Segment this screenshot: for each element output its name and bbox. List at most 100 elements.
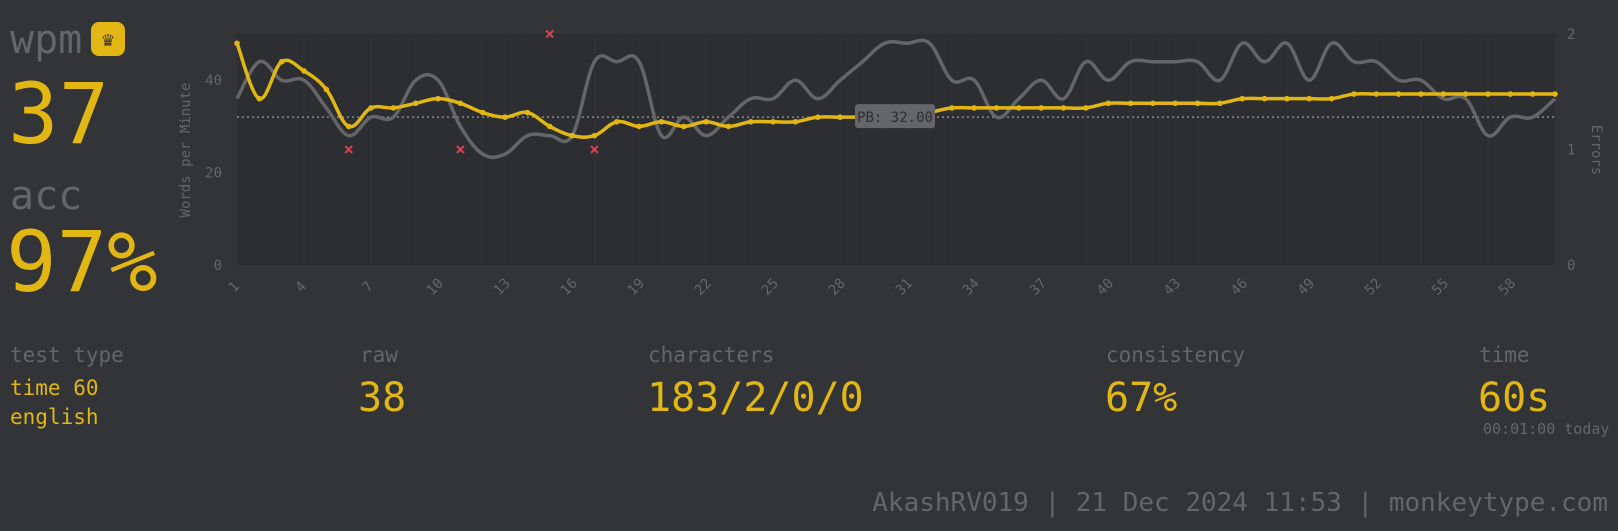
wpm-point — [479, 109, 486, 116]
wpm-label: wpm — [10, 17, 83, 63]
characters-value: 183/2/0/0 — [647, 375, 864, 421]
wpm-value: 37 — [8, 65, 110, 163]
wpm-point — [412, 100, 419, 107]
wpm-point — [1485, 91, 1491, 97]
wpm-point — [1306, 95, 1313, 102]
y2-tick-label: 0 — [1567, 258, 1575, 274]
x-tick-label: 52 — [1362, 276, 1385, 299]
wpm-point — [1038, 105, 1045, 111]
wpm-point — [390, 105, 397, 111]
crown-icon: ♛ — [91, 22, 125, 56]
wpm-point — [993, 105, 1000, 111]
error-marker — [344, 145, 353, 154]
wpm-point — [323, 86, 330, 93]
wpm-point — [569, 132, 575, 139]
wpm-point — [1150, 100, 1156, 107]
x-tick-label: 1 — [226, 279, 243, 296]
y2-axis-title: Errors — [1588, 125, 1604, 176]
pb-label: PB: 32.00 — [857, 110, 933, 126]
wpm-point — [792, 118, 799, 125]
wpm-point — [703, 118, 709, 125]
x-tick-label: 16 — [558, 276, 581, 299]
wpm-point — [435, 95, 441, 102]
x-tick-label: 10 — [424, 276, 447, 299]
wpm-point — [301, 68, 307, 74]
time-detail: 00:01:00 today — [1483, 420, 1610, 438]
wpm-point — [1060, 105, 1067, 111]
wpm-point — [747, 118, 754, 125]
error-marker-stroke — [545, 29, 554, 39]
test-type-label: test type — [10, 343, 124, 367]
wpm-point — [971, 105, 977, 111]
pb-label-box — [855, 104, 935, 129]
acc-value: 97% — [6, 213, 158, 311]
raw-value: 38 — [358, 375, 407, 421]
raw-series-line — [235, 38, 1557, 159]
wpm-point — [1328, 95, 1335, 102]
y-tick-label: 40 — [205, 73, 222, 89]
y-tick-label: 20 — [205, 166, 222, 182]
wpm-point — [1373, 91, 1380, 97]
wpm-point — [1239, 95, 1246, 102]
time-label: time — [1479, 343, 1530, 367]
test-type-mode[interactable]: time 60 — [10, 376, 99, 400]
plot-area — [237, 34, 1555, 265]
y-tick-label: 0 — [214, 258, 222, 274]
wpm-point — [234, 40, 240, 47]
wpm-point — [658, 118, 665, 125]
x-tick-label: 28 — [826, 276, 849, 299]
wpm-point — [1284, 95, 1290, 102]
x-tick-label: 31 — [893, 276, 916, 299]
acc-label: acc — [10, 173, 83, 219]
raw-label: raw — [360, 343, 398, 367]
wpm-point — [278, 58, 285, 65]
wpm-point — [1552, 91, 1558, 97]
test-type-language[interactable]: english — [10, 405, 99, 429]
wpm-point — [636, 123, 642, 130]
wpm-point — [1351, 91, 1357, 97]
wpm-point — [1261, 95, 1268, 102]
x-tick-label: 13 — [491, 276, 514, 299]
time-value: 60s — [1478, 375, 1551, 421]
wpm-point — [1194, 100, 1201, 107]
x-tick-label: 43 — [1161, 276, 1184, 299]
y2-tick-label: 2 — [1567, 27, 1575, 43]
x-tick-label: 58 — [1496, 276, 1519, 299]
x-tick-label: 22 — [692, 276, 715, 299]
error-marker — [456, 145, 465, 154]
wpm-point — [613, 118, 620, 125]
wpm-point — [1418, 91, 1424, 97]
wpm-point — [256, 95, 263, 102]
error-marker-stroke — [344, 145, 353, 154]
error-marker — [545, 29, 554, 39]
result-footer: AkashRV019 | 21 Dec 2024 11:53 | monkeyt… — [872, 488, 1608, 518]
wpm-point — [1395, 91, 1402, 97]
wpm-point — [524, 109, 531, 116]
wpm-point — [345, 123, 352, 130]
wpm-point — [1462, 91, 1469, 97]
wpm-point — [1507, 91, 1514, 97]
wpm-point — [368, 105, 374, 111]
x-tick-label: 49 — [1295, 276, 1318, 299]
x-tick-label: 4 — [293, 279, 310, 296]
x-tick-label: 7 — [360, 279, 377, 296]
wpm-point — [725, 123, 732, 130]
x-tick-label: 40 — [1094, 276, 1117, 299]
wpm-point — [837, 114, 843, 120]
wpm-point — [1440, 91, 1447, 97]
x-tick-label: 25 — [759, 276, 782, 299]
consistency-label: consistency — [1106, 343, 1246, 367]
wpm-point — [1172, 100, 1179, 107]
error-marker-stroke — [590, 145, 599, 154]
x-tick-label: 46 — [1228, 276, 1251, 299]
wpm-point — [1083, 105, 1089, 111]
y-axis-title: Words per Minute — [178, 83, 194, 218]
x-tick-label: 19 — [625, 276, 648, 299]
x-tick-label: 34 — [960, 276, 983, 299]
wpm-point — [949, 105, 955, 111]
x-tick-label: 55 — [1429, 276, 1452, 299]
wpm-point — [1217, 100, 1223, 107]
wpm-point — [591, 132, 598, 139]
error-marker-stroke — [456, 145, 465, 154]
